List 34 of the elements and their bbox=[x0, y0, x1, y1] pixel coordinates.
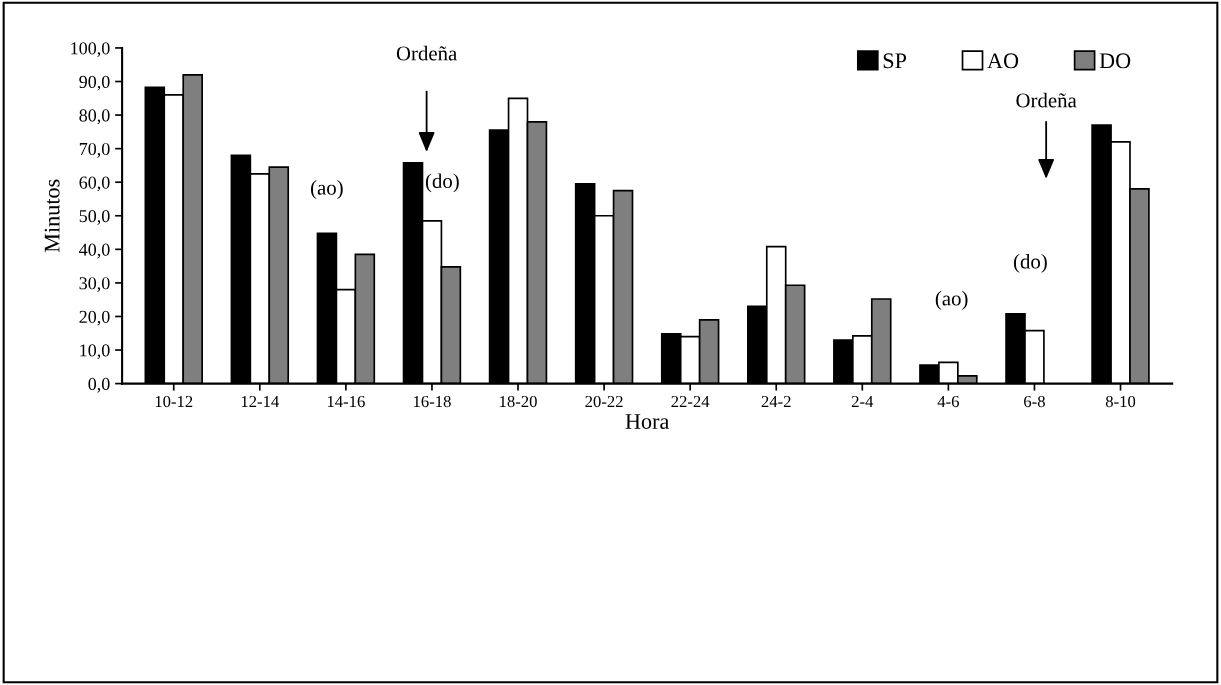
y-tick-label: 90,0 bbox=[79, 75, 110, 91]
legend-label: SP bbox=[883, 53, 907, 69]
y-axis-title: Minutos bbox=[44, 179, 60, 253]
y-tick-label: 30,0 bbox=[79, 277, 110, 292]
y-tick-label: 80,0 bbox=[79, 109, 110, 125]
x-tick-label: 4-6 bbox=[937, 395, 959, 408]
x-tick-label: 6-8 bbox=[1024, 395, 1045, 408]
x-tick-label: 2-4 bbox=[851, 395, 874, 407]
y-tick-label: 60,0 bbox=[79, 176, 110, 192]
annotation: (do) bbox=[425, 173, 459, 193]
y-tick-label: 10,0 bbox=[80, 344, 110, 360]
y-tick-label: 0,0 bbox=[88, 377, 110, 393]
annotation: Ordeña bbox=[1016, 92, 1077, 108]
x-tick-label: 14-16 bbox=[327, 395, 365, 408]
legend-label: DO bbox=[1099, 53, 1131, 69]
annotation: (do) bbox=[1013, 253, 1047, 273]
x-tick-label: 20-22 bbox=[585, 395, 623, 408]
annotation: (ao) bbox=[311, 180, 343, 199]
x-axis-title: Hora bbox=[625, 414, 670, 429]
legend-label: AO bbox=[987, 53, 1019, 69]
x-tick-label: 12-14 bbox=[241, 395, 279, 407]
x-tick-label: 22-24 bbox=[671, 395, 710, 407]
x-tick-label: 8-10 bbox=[1105, 395, 1136, 408]
x-tick-label: 18-20 bbox=[500, 395, 537, 408]
y-tick-label: 20,0 bbox=[79, 310, 110, 326]
y-tick-label: 50,0 bbox=[79, 210, 110, 225]
x-tick-label: 24-2 bbox=[761, 395, 791, 407]
annotation: (ao) bbox=[935, 290, 968, 310]
annotation: Ordeña bbox=[396, 45, 457, 61]
x-tick-label: 16-18 bbox=[413, 395, 451, 408]
y-tick-label: 70,0 bbox=[79, 142, 110, 158]
y-tick-label: 40,0 bbox=[79, 243, 110, 259]
y-tick-label: 100,0 bbox=[71, 42, 110, 57]
x-tick-label: 10-12 bbox=[155, 395, 193, 408]
